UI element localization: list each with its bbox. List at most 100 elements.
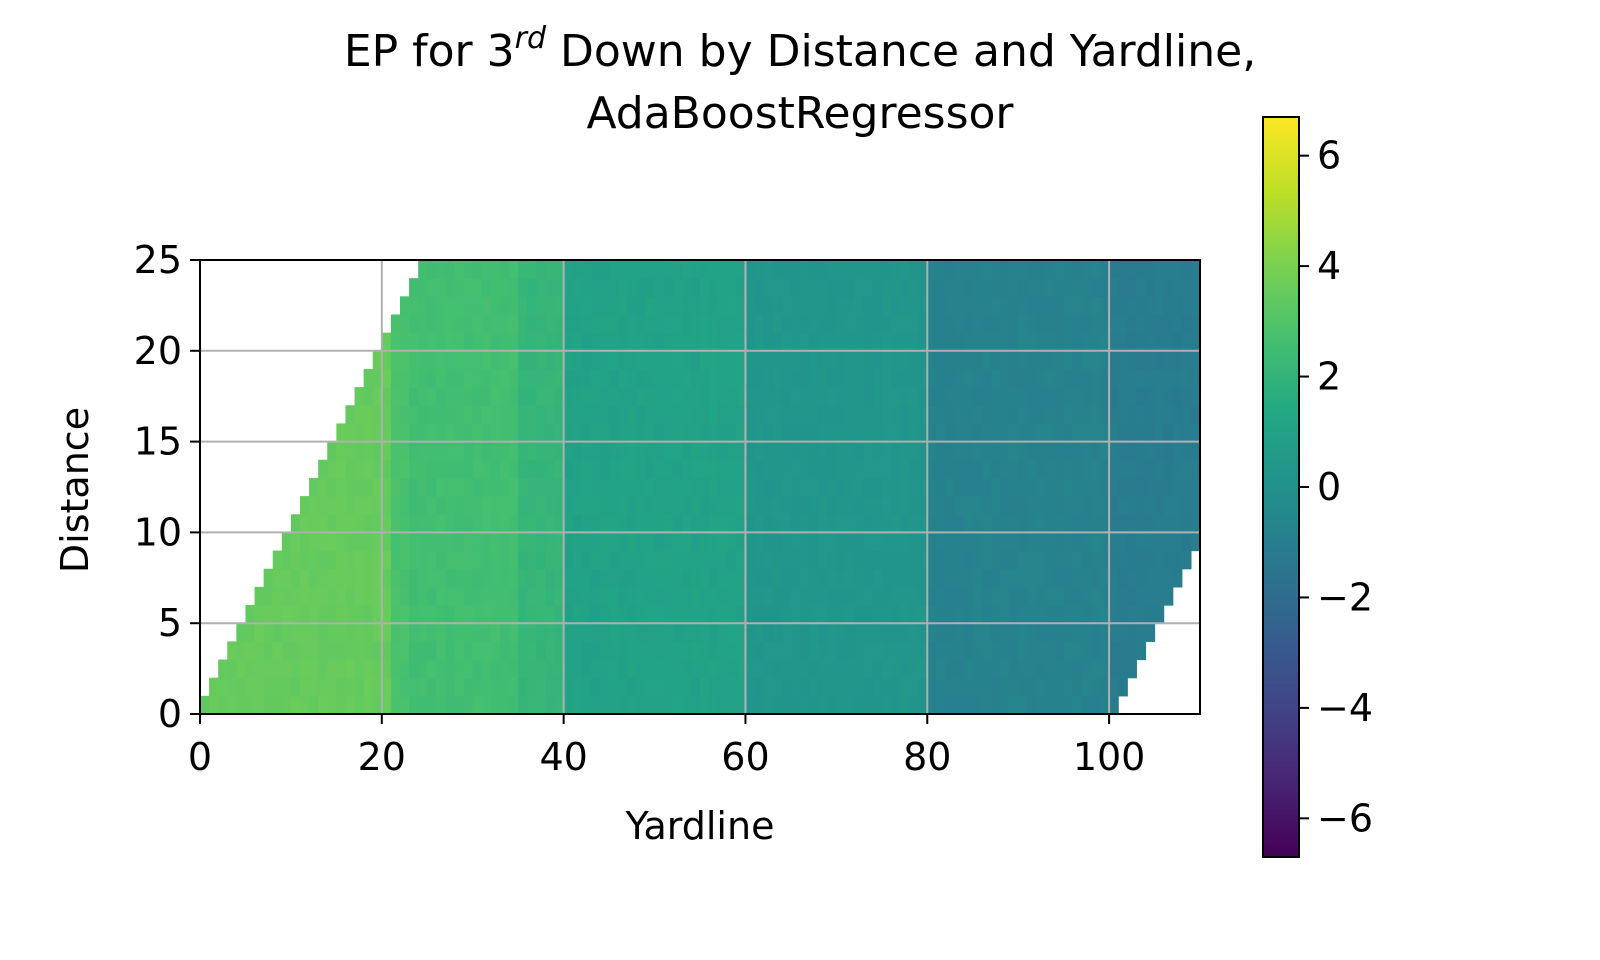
heatmap-cell — [1181, 496, 1192, 515]
heatmap-cell — [663, 350, 674, 370]
heatmap-cell — [418, 278, 428, 297]
heatmap-cell — [327, 641, 337, 661]
heatmap-cell — [1072, 387, 1083, 406]
heatmap-cell — [363, 641, 374, 661]
heatmap-cell — [945, 586, 956, 606]
heatmap-cell — [1172, 496, 1183, 515]
heatmap-cell — [572, 387, 583, 406]
heatmap-cell — [1009, 677, 1019, 697]
heatmap-cell — [1109, 695, 1119, 714]
heatmap-cell — [609, 532, 619, 552]
heatmap-cell — [363, 586, 374, 606]
heatmap-cell — [345, 514, 356, 533]
heatmap-cell — [527, 659, 537, 679]
heatmap-cell — [436, 586, 447, 606]
heatmap-cell — [290, 605, 301, 624]
heatmap-cell — [990, 477, 1001, 497]
heatmap-cell — [954, 568, 965, 588]
heatmap-cell — [209, 695, 219, 714]
heatmap-cell — [1118, 405, 1128, 425]
heatmap-cell — [990, 659, 1001, 679]
heatmap-cell — [418, 550, 428, 570]
heatmap-cell — [763, 623, 774, 642]
heatmap-cell — [718, 278, 728, 297]
heatmap-cell — [509, 459, 519, 479]
heatmap-cell — [845, 659, 856, 679]
heatmap-cell — [409, 477, 419, 497]
heatmap-cell — [445, 514, 456, 533]
heatmap-cell — [536, 586, 547, 606]
heatmap-cell — [554, 314, 565, 334]
heatmap-cell — [736, 532, 747, 552]
heatmap-cell — [690, 641, 701, 661]
heatmap-cell — [1172, 514, 1183, 533]
heatmap-cell — [690, 332, 701, 352]
heatmap-cell — [809, 260, 819, 279]
heatmap-cell — [836, 260, 847, 279]
heatmap-cell — [472, 659, 483, 679]
heatmap-cell — [772, 586, 783, 606]
heatmap-cell — [327, 659, 337, 679]
heatmap-cell — [945, 296, 956, 316]
heatmap-cell — [427, 550, 437, 570]
heatmap-cell — [1154, 387, 1165, 406]
heatmap-cell — [427, 387, 437, 406]
heatmap-cell — [854, 605, 865, 624]
heatmap-cell — [872, 441, 883, 461]
heatmap-cell — [1063, 659, 1074, 679]
heatmap-cell — [918, 496, 928, 515]
heatmap-cell — [645, 260, 656, 279]
heatmap-cell — [454, 641, 465, 661]
heatmap-cell — [472, 641, 483, 661]
heatmap-cell — [1136, 387, 1147, 406]
heatmap-cell — [618, 260, 628, 279]
heatmap-cell — [854, 695, 865, 714]
heatmap-cell — [500, 477, 510, 497]
heatmap-cell — [309, 659, 319, 679]
heatmap-cell — [590, 605, 601, 624]
heatmap-cell — [363, 623, 374, 642]
heatmap-cell — [845, 605, 856, 624]
heatmap-cell — [427, 477, 437, 497]
heatmap-cell — [909, 405, 919, 425]
heatmap-cell — [681, 260, 692, 279]
heatmap-cell — [654, 605, 665, 624]
heatmap-cell — [1145, 532, 1156, 552]
heatmap-cell — [463, 387, 474, 406]
heatmap-cell — [263, 695, 274, 714]
heatmap-cell — [1100, 332, 1110, 352]
heatmap-cell — [945, 423, 956, 443]
heatmap-cell — [1109, 387, 1119, 406]
heatmap-cell — [409, 641, 419, 661]
heatmap-cell — [454, 550, 465, 570]
heatmap-cell — [909, 314, 919, 334]
heatmap-cell — [1018, 586, 1028, 606]
heatmap-cell — [645, 550, 656, 570]
heatmap-cell — [672, 695, 683, 714]
heatmap-cell — [527, 314, 537, 334]
heatmap-cell — [663, 423, 674, 443]
heatmap-cell — [709, 641, 719, 661]
heatmap-cell — [327, 623, 337, 642]
heatmap-cell — [827, 586, 837, 606]
heatmap-cell — [509, 496, 519, 515]
heatmap-cell — [1018, 387, 1028, 406]
heatmap-cell — [909, 532, 919, 552]
heatmap-cell — [436, 623, 447, 642]
heatmap-cell — [845, 586, 856, 606]
heatmap-cell — [354, 641, 365, 661]
heatmap-cell — [1145, 459, 1156, 479]
heatmap-cell — [1009, 296, 1019, 316]
heatmap-cell — [454, 350, 465, 370]
heatmap-cell — [1154, 605, 1165, 624]
heatmap-cell — [972, 641, 983, 661]
heatmap-cell — [381, 623, 392, 642]
heatmap-cell — [727, 623, 737, 642]
heatmap-cell — [954, 514, 965, 533]
heatmap-cell — [800, 459, 810, 479]
heatmap-cell — [772, 441, 783, 461]
heatmap-cell — [1100, 314, 1110, 334]
heatmap-cell — [563, 641, 574, 661]
heatmap-cell — [845, 496, 856, 515]
heatmap-cell — [500, 423, 510, 443]
